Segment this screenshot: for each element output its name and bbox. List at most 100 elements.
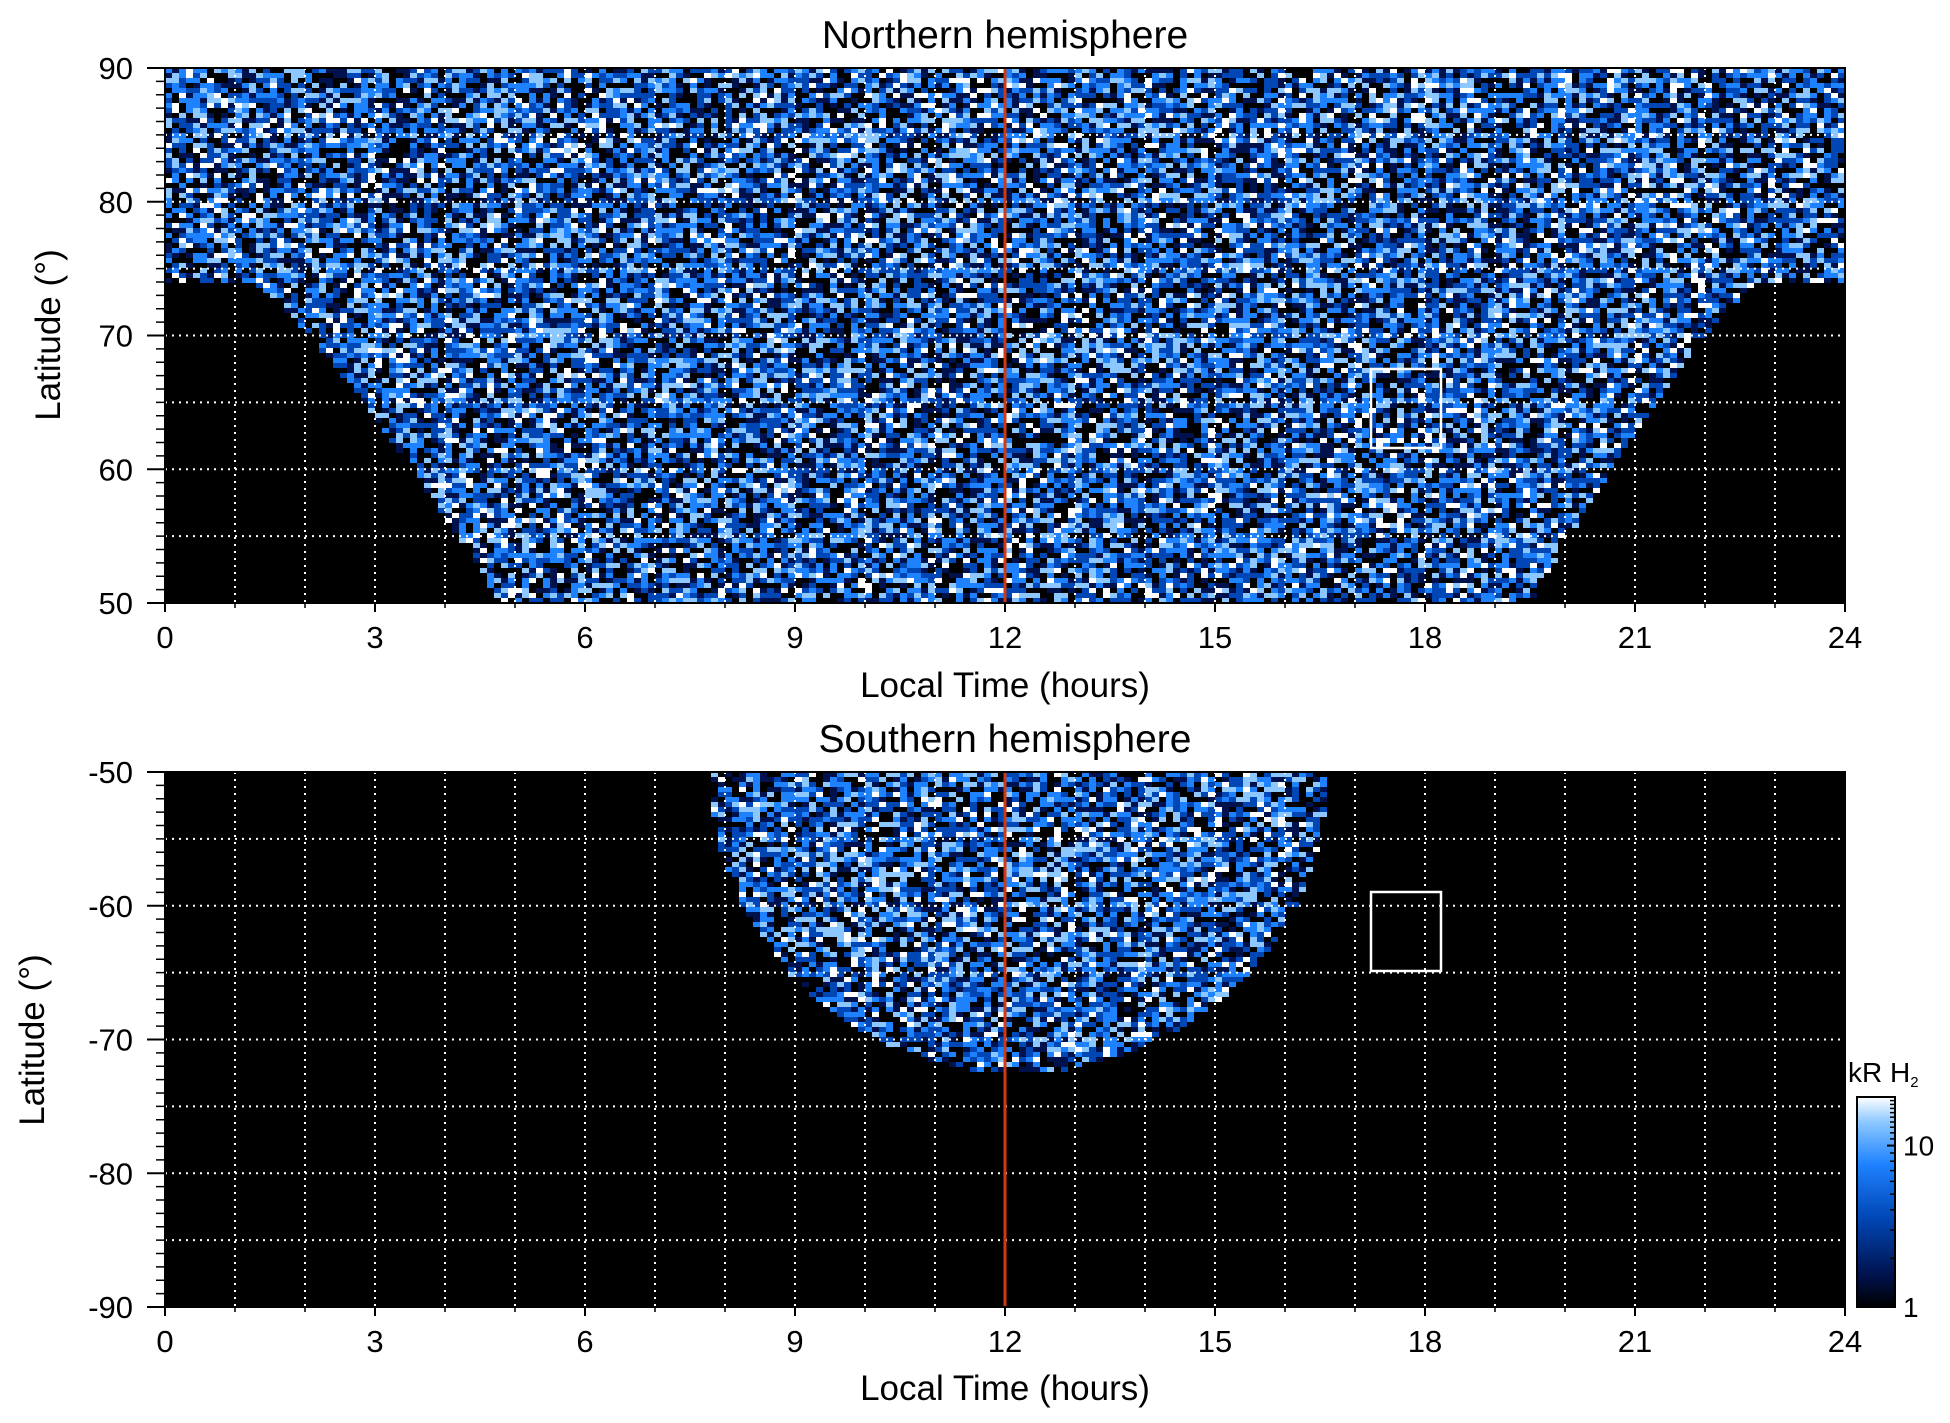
emission-cell	[312, 148, 319, 153]
emission-cell	[718, 83, 725, 88]
emission-cell	[1250, 108, 1257, 113]
emission-cell	[1558, 173, 1565, 178]
emission-cell	[1502, 178, 1509, 183]
emission-cell	[921, 183, 928, 188]
emission-cell	[956, 78, 963, 83]
emission-cell	[1411, 88, 1418, 93]
emission-cell	[823, 153, 830, 158]
emission-cell	[277, 83, 284, 88]
emission-cell	[1040, 143, 1047, 148]
emission-cell	[1495, 188, 1502, 193]
emission-cell	[753, 93, 760, 98]
emission-cell	[1229, 148, 1236, 153]
emission-cell	[1817, 143, 1824, 148]
emission-cell	[1404, 193, 1411, 198]
emission-cell	[256, 78, 263, 83]
emission-cell	[214, 83, 221, 88]
emission-cell	[1565, 183, 1572, 188]
emission-cell	[1180, 168, 1187, 173]
emission-cell	[1803, 168, 1810, 173]
emission-cell	[1236, 73, 1243, 78]
emission-cell	[1320, 88, 1327, 93]
emission-cell	[767, 183, 774, 188]
emission-cell	[1481, 73, 1488, 78]
emission-cell	[1586, 98, 1593, 103]
emission-cell	[585, 143, 592, 148]
emission-cell	[1831, 128, 1838, 133]
emission-cell	[1642, 173, 1649, 178]
emission-cell	[662, 78, 669, 83]
emission-cell	[410, 73, 417, 78]
emission-cell	[375, 108, 382, 113]
emission-cell	[1516, 113, 1523, 118]
emission-cell	[662, 138, 669, 143]
emission-cell	[1789, 158, 1796, 163]
emission-cell	[1537, 143, 1544, 148]
emission-cell	[480, 168, 487, 173]
emission-cell	[1306, 183, 1313, 188]
emission-cell	[1285, 88, 1292, 93]
northern-plot-area	[165, 68, 1845, 603]
emission-cell	[795, 123, 802, 128]
emission-cell	[508, 138, 515, 143]
emission-cell	[1453, 168, 1460, 173]
emission-cell	[1110, 78, 1117, 83]
emission-cell	[1173, 103, 1180, 108]
emission-cell	[746, 148, 753, 153]
emission-cell	[627, 193, 634, 198]
emission-cell	[676, 118, 683, 123]
emission-cell	[599, 113, 606, 118]
emission-cell	[1425, 153, 1432, 158]
emission-cell	[1628, 168, 1635, 173]
emission-cell	[466, 123, 473, 128]
emission-cell	[788, 188, 795, 193]
emission-cell	[347, 88, 354, 93]
emission-cell	[277, 148, 284, 153]
emission-cell	[1614, 183, 1621, 188]
emission-cell	[1642, 73, 1649, 78]
emission-cell	[1194, 108, 1201, 113]
emission-cell	[963, 83, 970, 88]
emission-cell	[669, 78, 676, 83]
emission-cell	[1838, 83, 1845, 88]
emission-cell	[823, 78, 830, 83]
emission-cell	[347, 173, 354, 178]
emission-cell	[1432, 83, 1439, 88]
emission-cell	[1432, 148, 1439, 153]
emission-cell	[1593, 93, 1600, 98]
emission-cell	[319, 118, 326, 123]
emission-cell	[697, 148, 704, 153]
emission-cell	[256, 158, 263, 163]
emission-cell	[1215, 103, 1222, 108]
emission-cell	[410, 173, 417, 178]
emission-cell	[1558, 83, 1565, 88]
emission-cell	[662, 128, 669, 133]
emission-cell	[1138, 83, 1145, 88]
emission-cell	[718, 143, 725, 148]
emission-cell	[277, 98, 284, 103]
emission-cell	[788, 103, 795, 108]
emission-cell	[809, 143, 816, 148]
emission-cell	[613, 138, 620, 143]
emission-cell	[501, 163, 508, 168]
emission-cell	[375, 118, 382, 123]
emission-cell	[1026, 193, 1033, 198]
emission-cell	[410, 78, 417, 83]
emission-cell	[1376, 178, 1383, 183]
emission-cell	[578, 188, 585, 193]
emission-cell	[725, 173, 732, 178]
emission-cell	[1558, 78, 1565, 83]
emission-cell	[1775, 163, 1782, 168]
emission-cell	[319, 138, 326, 143]
emission-cell	[935, 203, 942, 208]
emission-cell	[578, 163, 585, 168]
emission-cell	[1586, 93, 1593, 98]
emission-cell	[1656, 123, 1663, 128]
emission-cell	[298, 88, 305, 93]
emission-cell	[291, 168, 298, 173]
emission-cell	[200, 143, 207, 148]
emission-cell	[585, 168, 592, 173]
emission-cell	[914, 78, 921, 83]
emission-cell	[1509, 78, 1516, 83]
emission-cell	[1530, 143, 1537, 148]
